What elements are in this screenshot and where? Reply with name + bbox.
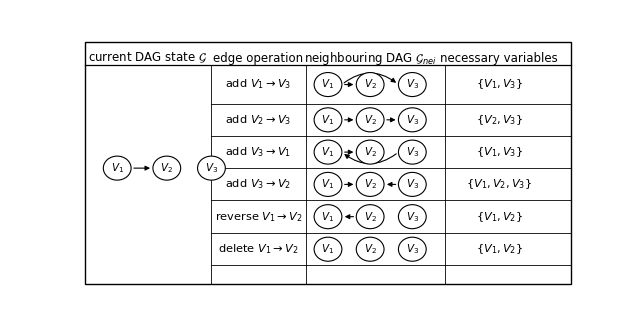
Ellipse shape xyxy=(356,140,384,164)
Text: $V_{3}$: $V_{3}$ xyxy=(406,78,419,91)
Ellipse shape xyxy=(399,172,426,196)
Ellipse shape xyxy=(314,172,342,196)
Text: $V_{2}$: $V_{2}$ xyxy=(364,177,376,191)
Ellipse shape xyxy=(314,237,342,261)
Ellipse shape xyxy=(356,172,384,196)
Ellipse shape xyxy=(314,205,342,229)
Text: edge operation: edge operation xyxy=(214,52,303,65)
Ellipse shape xyxy=(314,72,342,97)
Ellipse shape xyxy=(399,237,426,261)
Ellipse shape xyxy=(153,156,180,180)
Ellipse shape xyxy=(356,237,384,261)
Ellipse shape xyxy=(399,140,426,164)
Text: $V_{1}$: $V_{1}$ xyxy=(321,177,335,191)
Text: add $V_3 \rightarrow V_1$: add $V_3 \rightarrow V_1$ xyxy=(225,145,292,159)
Text: $V_{2}$: $V_{2}$ xyxy=(364,242,376,256)
Text: $\{V_1, V_2, V_3\}$: $\{V_1, V_2, V_3\}$ xyxy=(466,177,532,191)
Text: add $V_1 \rightarrow V_3$: add $V_1 \rightarrow V_3$ xyxy=(225,78,292,91)
Text: $V_{2}$: $V_{2}$ xyxy=(364,145,376,159)
Text: $V_{3}$: $V_{3}$ xyxy=(406,242,419,256)
FancyArrowPatch shape xyxy=(345,154,396,163)
Text: $V_{1}$: $V_{1}$ xyxy=(321,145,335,159)
Text: $\{V_1, V_2\}$: $\{V_1, V_2\}$ xyxy=(476,210,523,224)
Text: delete $V_1 \rightarrow V_2$: delete $V_1 \rightarrow V_2$ xyxy=(218,242,299,256)
Text: $V_{2}$: $V_{2}$ xyxy=(364,78,376,91)
Ellipse shape xyxy=(314,140,342,164)
FancyArrowPatch shape xyxy=(344,73,396,83)
Text: $\{V_1, V_2\}$: $\{V_1, V_2\}$ xyxy=(476,242,523,256)
Text: $\{V_2, V_3\}$: $\{V_2, V_3\}$ xyxy=(476,113,523,127)
Ellipse shape xyxy=(356,108,384,132)
Text: add $V_2 \rightarrow V_3$: add $V_2 \rightarrow V_3$ xyxy=(225,113,292,127)
Text: neighbouring DAG $\mathcal{G}_{nei}$: neighbouring DAG $\mathcal{G}_{nei}$ xyxy=(303,50,436,67)
Text: $V_{3}$: $V_{3}$ xyxy=(406,177,419,191)
Text: $V_{1}$: $V_{1}$ xyxy=(321,113,335,127)
Text: $V_{3}$: $V_{3}$ xyxy=(205,161,218,175)
Ellipse shape xyxy=(356,205,384,229)
Text: $V_{2}$: $V_{2}$ xyxy=(364,113,376,127)
Text: $V_{1}$: $V_{1}$ xyxy=(321,78,335,91)
Text: $V_{3}$: $V_{3}$ xyxy=(406,113,419,127)
Text: current DAG state $\mathcal{G}$: current DAG state $\mathcal{G}$ xyxy=(88,51,206,65)
Text: $\{V_1, V_3\}$: $\{V_1, V_3\}$ xyxy=(476,78,523,91)
Text: necessary variables: necessary variables xyxy=(440,52,558,65)
Text: $V_{2}$: $V_{2}$ xyxy=(364,210,376,224)
Text: $V_{2}$: $V_{2}$ xyxy=(161,161,173,175)
Text: add $V_3 \rightarrow V_2$: add $V_3 \rightarrow V_2$ xyxy=(225,177,292,191)
Text: $V_{1}$: $V_{1}$ xyxy=(321,242,335,256)
Ellipse shape xyxy=(399,108,426,132)
Ellipse shape xyxy=(103,156,131,180)
Text: $V_{1}$: $V_{1}$ xyxy=(321,210,335,224)
Ellipse shape xyxy=(356,72,384,97)
Text: $V_{3}$: $V_{3}$ xyxy=(406,145,419,159)
Text: reverse $V_1 \rightarrow V_2$: reverse $V_1 \rightarrow V_2$ xyxy=(214,210,303,224)
Ellipse shape xyxy=(314,108,342,132)
Ellipse shape xyxy=(399,205,426,229)
Text: $\{V_1, V_3\}$: $\{V_1, V_3\}$ xyxy=(476,145,523,159)
Text: $V_{3}$: $V_{3}$ xyxy=(406,210,419,224)
Text: $V_{1}$: $V_{1}$ xyxy=(111,161,124,175)
Ellipse shape xyxy=(198,156,225,180)
Ellipse shape xyxy=(399,72,426,97)
